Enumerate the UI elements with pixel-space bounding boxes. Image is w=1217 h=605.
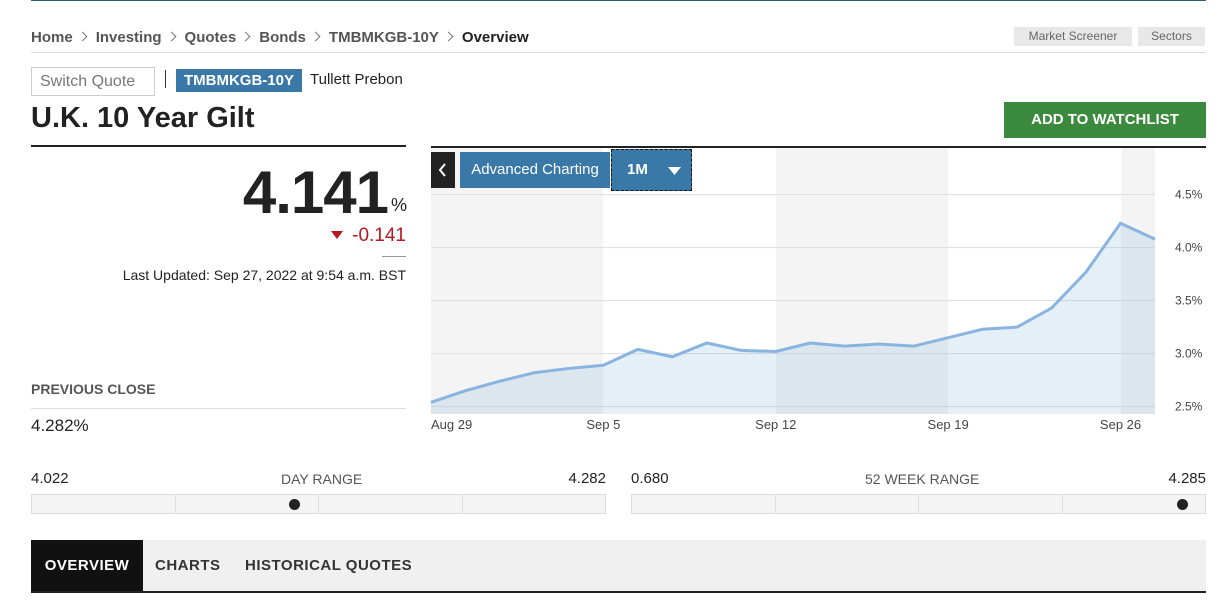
chevron — [240, 31, 251, 42]
down-arrow — [331, 231, 343, 239]
price-unit: % — [391, 195, 408, 215]
dropdown-arrow — [668, 167, 681, 175]
chevron — [77, 31, 88, 42]
range-high: 4.282 — [568, 470, 606, 487]
market-screener-button[interactable]: Market Screener — [1014, 27, 1132, 46]
divider — [382, 256, 406, 257]
top-border — [31, 0, 1206, 1]
divider — [31, 408, 406, 409]
previous-close-label: PREVIOUS CLOSE — [31, 381, 156, 397]
breadcrumb-item[interactable]: Bonds — [259, 29, 306, 46]
divider — [31, 52, 1206, 53]
period: 1M — [627, 161, 648, 178]
x-tick-label: Aug 29 — [431, 417, 472, 432]
x-tick-label: Sep 26 — [1100, 417, 1141, 432]
range-marker — [288, 499, 300, 510]
breadcrumb-item: Overview — [461, 29, 529, 46]
range-low: 4.022 — [31, 470, 69, 487]
period-dropdown[interactable]: 1M — [611, 149, 692, 191]
separator — [165, 70, 166, 88]
x-tick-label: Sep 19 — [928, 417, 969, 432]
week-band — [776, 148, 948, 414]
tab[interactable]: CHARTS — [155, 557, 221, 574]
breadcrumb-item[interactable]: Quotes — [184, 29, 237, 46]
last-updated: Last Updated: Sep 27, 2022 at 9:54 a.m. … — [122, 267, 406, 283]
breadcrumb: Home Investing Quotes Bonds TMBMKGB-10Y Overv… — [31, 29, 529, 47]
ticker-badge: TMBMKGB-10Y — [176, 69, 302, 92]
chevron — [166, 31, 176, 42]
source: Tullett Prebon — [310, 71, 403, 88]
y-tick-label: 2.5% — [1175, 400, 1203, 414]
advanced-charting-button[interactable]: Advanced Charting — [460, 152, 610, 188]
watchlist-button[interactable]: ADD TO WATCHLIST — [1004, 102, 1206, 138]
x-tick-label: Sep 12 — [755, 417, 796, 432]
range-label: 52 WEEK RANGE — [865, 471, 980, 487]
range-low: 0.680 — [631, 470, 669, 487]
change: -0.141 — [352, 225, 406, 246]
range-bar — [31, 494, 606, 514]
week-band — [431, 148, 603, 414]
divider — [31, 145, 406, 147]
breadcrumb-item[interactable]: Investing — [95, 29, 162, 46]
range-high: 4.285 — [1168, 470, 1206, 487]
week-band — [1121, 148, 1155, 414]
y-tick-label: 3.0% — [1175, 347, 1203, 361]
breadcrumb-item[interactable]: Home — [31, 29, 73, 46]
sectors-button[interactable]: Sectors — [1138, 27, 1205, 46]
chevron — [443, 31, 454, 42]
range-marker — [1176, 499, 1188, 510]
y-tick-label: 3.5% — [1175, 294, 1203, 308]
price: 4.141 — [242, 159, 389, 226]
range-bar — [631, 494, 1206, 514]
tab-bar — [31, 540, 1206, 593]
collapse-button[interactable] — [431, 152, 455, 188]
tab-active[interactable]: OVERVIEW — [31, 540, 143, 591]
previous-close: 4.282% — [31, 416, 89, 435]
x-tick-label: Sep 5 — [586, 417, 620, 432]
switch-quote-input[interactable]: Switch Quote — [31, 67, 155, 96]
y-tick-label: 4.0% — [1175, 241, 1203, 255]
instrument-name: U.K. 10 Year Gilt — [31, 102, 255, 134]
area — [431, 223, 1155, 414]
line — [430, 221, 1156, 404]
breadcrumb-item[interactable]: TMBMKGB-10Y — [328, 29, 439, 46]
range-label: DAY RANGE — [281, 471, 363, 487]
tab[interactable]: HISTORICAL QUOTES — [245, 557, 413, 574]
chevron — [310, 31, 321, 42]
y-tick-label: 4.5% — [1175, 188, 1203, 202]
